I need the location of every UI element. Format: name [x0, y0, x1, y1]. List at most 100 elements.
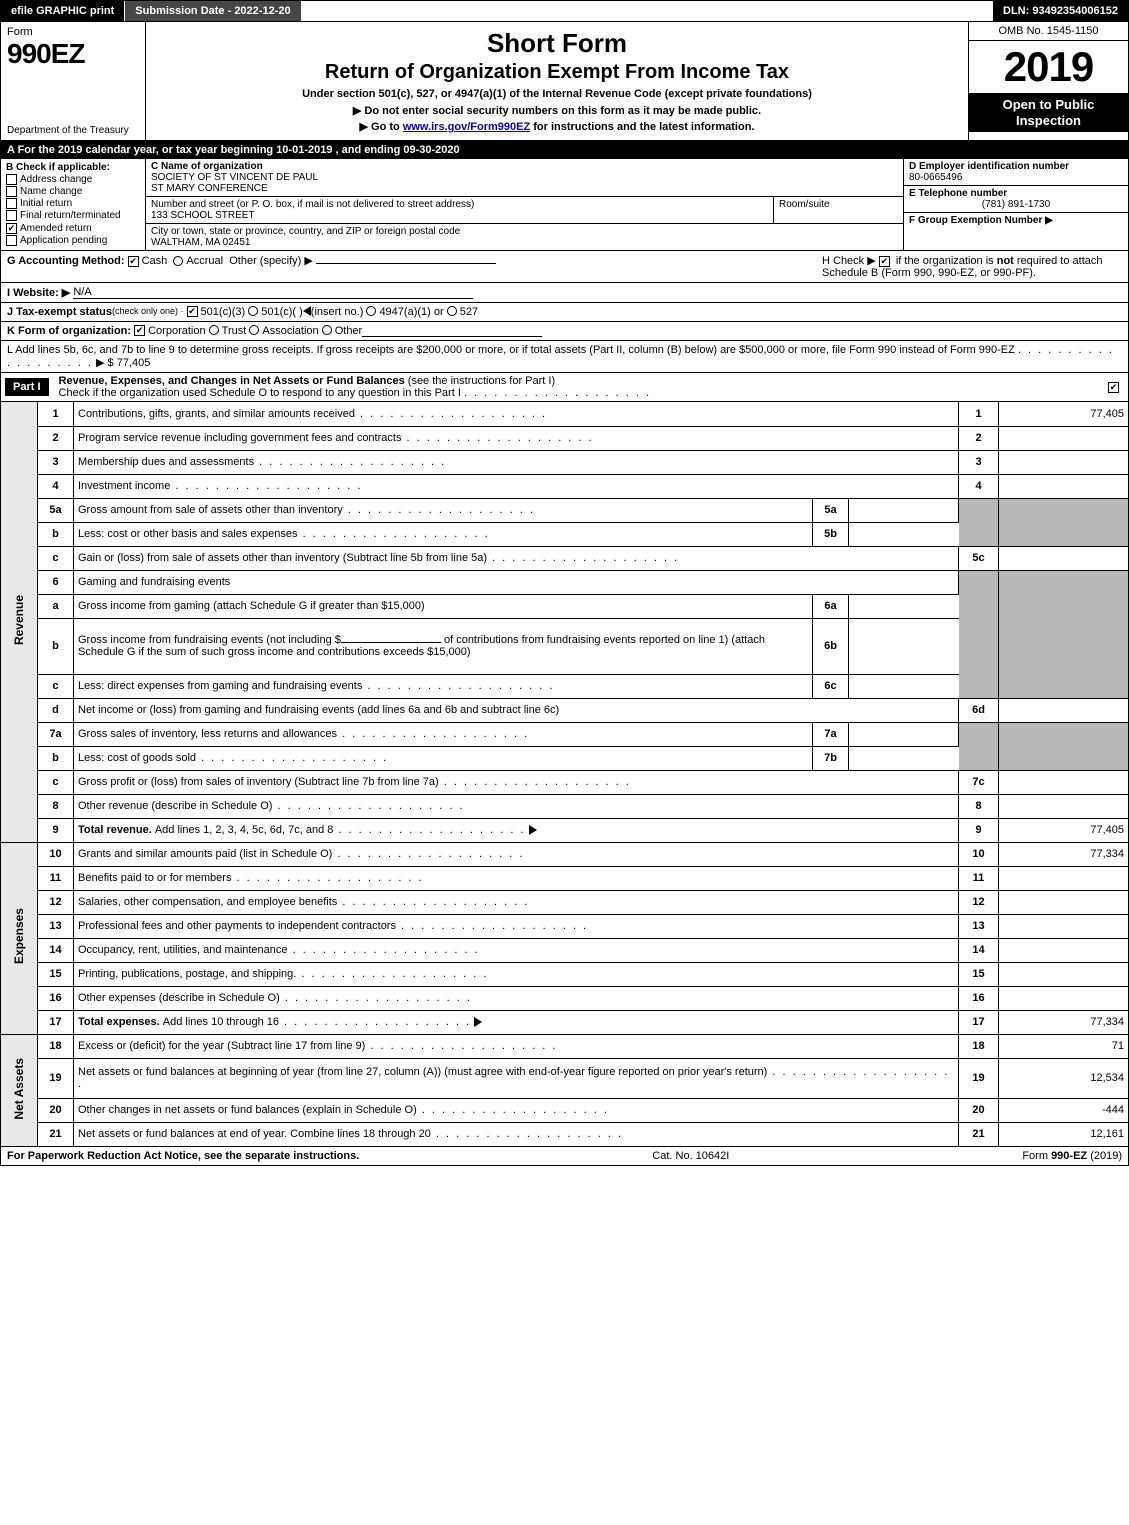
warn-line-2: ▶ Go to www.irs.gov/Form990EZ for instru…	[156, 120, 958, 133]
grey-cell	[999, 570, 1129, 698]
other-org-input[interactable]	[362, 325, 542, 337]
box-c: C Name of organization SOCIETY OF ST VIN…	[146, 159, 903, 250]
line-desc: Less: cost or other basis and sales expe…	[78, 528, 298, 540]
chk-address-change[interactable]	[6, 174, 17, 185]
chk-schedule-o[interactable]	[1108, 382, 1119, 393]
org-name-1: SOCIETY OF ST VINCENT DE PAUL	[151, 172, 318, 183]
row-l: L Add lines 5b, 6c, and 7b to line 9 to …	[0, 341, 1129, 373]
efile-print-button[interactable]: efile GRAPHIC print	[1, 1, 125, 21]
chk-cash[interactable]	[128, 256, 139, 267]
table-row: 4Investment income4	[1, 474, 1129, 498]
chk-501c3[interactable]	[187, 306, 198, 317]
addr-label: Number and street (or P. O. box, if mail…	[151, 199, 474, 210]
chk-schedule-b[interactable]	[879, 256, 890, 267]
box-d-label: D Employer identification number	[909, 161, 1069, 172]
line-num: 12	[38, 890, 74, 914]
radio-trust[interactable]	[209, 325, 219, 335]
fundraising-amount-input[interactable]	[341, 642, 441, 643]
sub-amt-label: 6b	[813, 618, 849, 674]
table-row: 20 Other changes in net assets or fund ba…	[1, 1098, 1129, 1122]
table-row: Expenses 10Grants and similar amounts pa…	[1, 842, 1129, 866]
line-desc: Less: direct expenses from gaming and fu…	[78, 680, 362, 692]
amt-value	[999, 962, 1129, 986]
arrow-icon	[529, 825, 537, 835]
line-num: b	[38, 522, 74, 546]
subtitle: Under section 501(c), 527, or 4947(a)(1)…	[156, 88, 958, 100]
table-row: 17Total expenses. Add lines 10 through 1…	[1, 1010, 1129, 1034]
radio-association[interactable]	[249, 325, 259, 335]
chk-application-pending[interactable]	[6, 235, 17, 246]
irs-link[interactable]: www.irs.gov/Form990EZ	[403, 121, 530, 133]
table-row: 13Professional fees and other payments t…	[1, 914, 1129, 938]
department-label: Department of the Treasury	[7, 125, 139, 136]
grey-cell	[959, 570, 999, 698]
line-desc: Benefits paid to or for members	[78, 872, 231, 884]
amt-label: 6d	[959, 698, 999, 722]
phone-value: (781) 891-1730	[909, 199, 1123, 210]
city-value: WALTHAM, MA 02451	[151, 237, 250, 248]
chk-amended-return[interactable]	[6, 223, 17, 234]
line-num: 15	[38, 962, 74, 986]
period-row: A For the 2019 calendar year, or tax yea…	[0, 141, 1129, 159]
sub-amt	[849, 522, 959, 546]
room-suite-label: Room/suite	[773, 197, 903, 223]
box-i-label: I Website: ▶	[7, 286, 70, 299]
form-header: Form 990EZ Department of the Treasury Sh…	[0, 22, 1129, 141]
other-specify-input[interactable]	[316, 263, 496, 264]
table-row: 19Net assets or fund balances at beginni…	[1, 1058, 1129, 1098]
line-num: 20	[38, 1098, 74, 1122]
radio-501c-label: 501(c)( )	[261, 306, 303, 318]
chk-final-return-label: Final return/terminated	[20, 211, 121, 222]
table-row: cGross profit or (loss) from sales of in…	[1, 770, 1129, 794]
amt-value: 12,161	[999, 1122, 1129, 1146]
amt-value	[999, 426, 1129, 450]
warn2-post: for instructions and the latest informat…	[530, 121, 754, 133]
side-revenue: Revenue	[1, 402, 38, 842]
sub-amt	[849, 594, 959, 618]
amt-value	[999, 890, 1129, 914]
line-num: 2	[38, 426, 74, 450]
line-desc: Excess or (deficit) for the year (Subtra…	[78, 1040, 365, 1052]
radio-4947[interactable]	[366, 306, 376, 316]
chk-final-return[interactable]	[6, 210, 17, 221]
line-num: 5a	[38, 498, 74, 522]
radio-527[interactable]	[447, 306, 457, 316]
table-row: 7aGross sales of inventory, less returns…	[1, 722, 1129, 746]
grey-cell	[999, 498, 1129, 546]
footer: For Paperwork Reduction Act Notice, see …	[0, 1147, 1129, 1166]
radio-trust-label: Trust	[222, 325, 247, 337]
chk-corporation[interactable]	[134, 325, 145, 336]
radio-other-org[interactable]	[322, 325, 332, 335]
radio-4947-label: 4947(a)(1) or	[379, 306, 443, 318]
part-1-label: Part I	[5, 378, 49, 396]
line-num: 14	[38, 938, 74, 962]
line-desc: Other expenses (describe in Schedule O)	[78, 992, 280, 1004]
chk-initial-return[interactable]	[6, 198, 17, 209]
amt-value	[999, 938, 1129, 962]
amt-label: 1	[959, 402, 999, 426]
line-desc: Gross amount from sale of assets other t…	[78, 504, 343, 516]
line-num: 4	[38, 474, 74, 498]
other-specify-label: Other (specify) ▶	[229, 255, 313, 267]
amt-label: 16	[959, 986, 999, 1010]
line-num: 6	[38, 570, 74, 594]
line-desc-bold: Total revenue.	[78, 824, 155, 836]
table-row: cGain or (loss) from sale of assets othe…	[1, 546, 1129, 570]
line-desc: Gain or (loss) from sale of assets other…	[78, 552, 487, 564]
amt-value	[999, 698, 1129, 722]
footer-left: For Paperwork Reduction Act Notice, see …	[7, 1150, 359, 1162]
table-row: 21Net assets or fund balances at end of …	[1, 1122, 1129, 1146]
amt-value	[999, 450, 1129, 474]
line-desc: Net income or (loss) from gaming and fun…	[78, 704, 559, 716]
amt-label: 21	[959, 1122, 999, 1146]
radio-501c[interactable]	[248, 306, 258, 316]
line-desc: Gross income from gaming (attach Schedul…	[78, 600, 425, 612]
radio-accrual[interactable]	[173, 256, 183, 266]
chk-name-change[interactable]	[6, 186, 17, 197]
sub-amt	[849, 722, 959, 746]
line-desc: Other changes in net assets or fund bala…	[78, 1104, 417, 1116]
line-num: c	[38, 674, 74, 698]
table-row: 15Printing, publications, postage, and s…	[1, 962, 1129, 986]
table-row: 8Other revenue (describe in Schedule O)8	[1, 794, 1129, 818]
sub-amt-label: 5b	[813, 522, 849, 546]
